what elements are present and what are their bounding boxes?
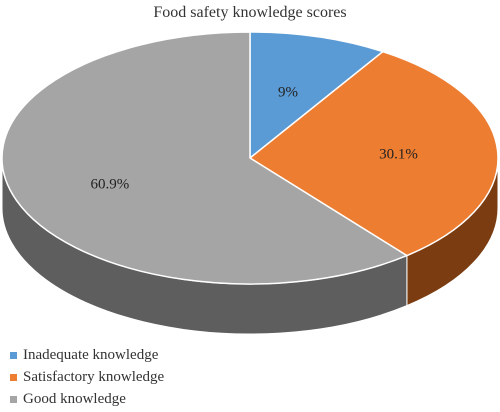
legend-swatch-satisfactory — [10, 373, 17, 381]
legend: Inadequate knowledge Satisfactory knowle… — [10, 344, 164, 410]
legend-label-inadequate: Inadequate knowledge — [23, 346, 159, 363]
data-label-1: 30.1% — [379, 146, 418, 162]
legend-swatch-inadequate — [10, 351, 17, 359]
pie-chart: 9% 30.1% 60.9% — [1, 31, 499, 335]
legend-item: Inadequate knowledge — [10, 344, 164, 366]
pie-slice-2 — [1, 31, 409, 285]
legend-item: Good knowledge — [10, 388, 164, 410]
pie-slice-1 — [248, 50, 499, 257]
legend-label-good: Good knowledge — [23, 390, 126, 407]
pie-slice-0 — [249, 31, 385, 160]
chart-title: Food safety knowledge scores — [153, 4, 347, 21]
data-label-0: 9% — [278, 84, 298, 100]
data-label-2: 60.9% — [90, 176, 129, 192]
legend-swatch-good — [10, 395, 17, 403]
legend-label-satisfactory: Satisfactory knowledge — [23, 368, 165, 385]
legend-item: Satisfactory knowledge — [10, 366, 164, 388]
